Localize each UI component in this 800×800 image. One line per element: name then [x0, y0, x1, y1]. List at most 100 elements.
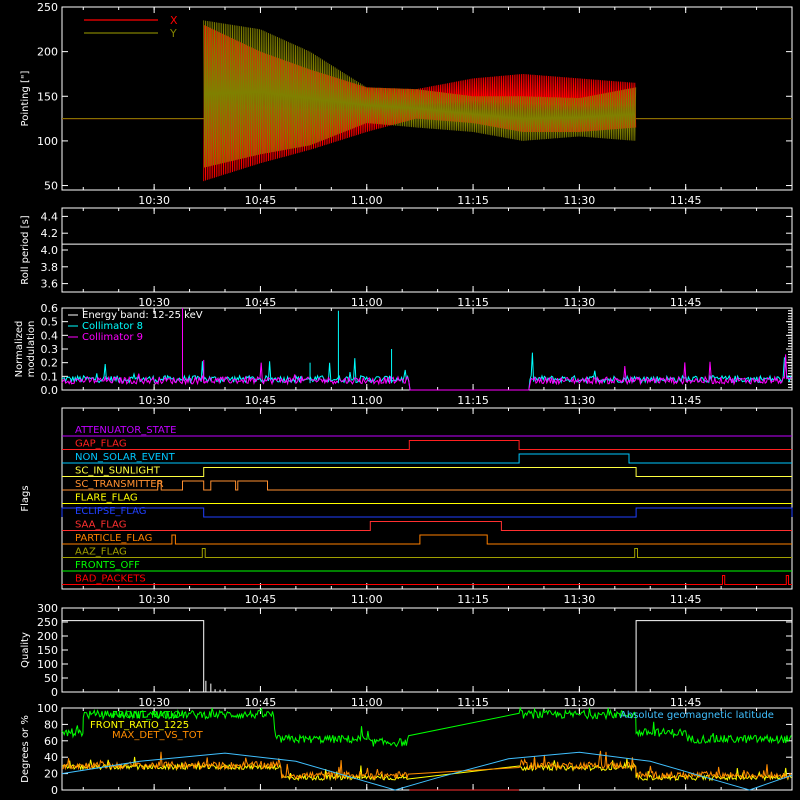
roll-y-tick-label: 4.0	[41, 244, 59, 257]
quality-y-tick-label: 300	[37, 602, 58, 615]
modulation-time-label: 11:30	[564, 394, 596, 407]
flag-label: AAZ_FLAG	[75, 547, 127, 558]
pointing-y-tick-label: 150	[37, 90, 58, 103]
flags-time-label: 11:00	[351, 593, 383, 606]
modulation-series-9	[61, 354, 792, 391]
flags-time-label: 10:45	[245, 593, 277, 606]
flag-line-bad-packets	[62, 575, 792, 585]
quality-time-label: 10:30	[138, 696, 170, 709]
quality-y-tick-label: 50	[44, 672, 58, 685]
modulation-y-tick-label: 0.0	[41, 384, 59, 397]
flag-label: NON_SOLAR_EVENT	[75, 452, 176, 463]
flags-panel: 10:30 10:45 11:00 11:15 11:30 11:45 Flags ATTEN…	[20, 407, 793, 606]
quality-time-label: 11:15	[457, 696, 489, 709]
modulation-time-label: 10:30	[138, 394, 170, 407]
pointing-time-label: 10:45	[245, 194, 277, 207]
roll-time-label: 11:45	[670, 296, 702, 309]
modulation-legend-label: Energy band: 12-25 keV	[82, 310, 203, 321]
degrees-series-geomagnetic-latitude	[61, 751, 793, 791]
flags-time-label: 11:30	[564, 593, 596, 606]
pointing-y-tick-label: 200	[37, 46, 58, 59]
modulation-panel: 10:30 10:45 11:00 11:15 11:30 11:450.00.10.20…	[14, 302, 793, 407]
flag-line-aaz-flag	[62, 548, 792, 558]
flag-line-sc-transmitter	[62, 480, 792, 491]
pointing-time-label: 11:45	[670, 194, 702, 207]
degrees-ylabel: Degrees or %	[20, 715, 31, 783]
roll-y-tick-label: 3.6	[41, 278, 59, 291]
degrees-legend-label: FRONT_RATIO	[112, 710, 181, 721]
flags-time-label: 10:30	[138, 593, 170, 606]
quality-series	[62, 620, 792, 693]
pointing-y-tick-label: 100	[37, 135, 58, 148]
modulation-y-tick-label: 0.3	[41, 343, 59, 356]
roll-y-tick-label: 3.8	[41, 261, 59, 274]
flag-line-saa-flag	[62, 521, 792, 531]
modulation-ylabel: Normalized	[14, 321, 25, 378]
quality-time-label: 11:45	[670, 696, 702, 709]
quality-time-label: 11:30	[564, 696, 596, 709]
modulation-y-tick-label: 0.5	[41, 316, 59, 329]
pointing-legend-label: Y	[169, 27, 177, 40]
flag-line-particle-flag	[62, 534, 792, 545]
roll-panel: 10:30 10:45 11:00 11:15 11:30 11:45 3.6 3.8 4.0 4…	[20, 207, 793, 309]
pointing-time-label: 11:30	[564, 194, 596, 207]
degrees-legend-label: MAX_DET_VS_TOT	[112, 730, 204, 741]
degrees-series-max-det-vs-tot	[61, 750, 792, 781]
pointing-legend-label: X	[170, 14, 178, 27]
pointing-y-tick-label: 50	[44, 180, 58, 193]
flag-line-eclipse-flag	[61, 507, 793, 518]
modulation-time-label: 10:45	[245, 394, 277, 407]
modulation-y-tick-label: 0.1	[41, 370, 59, 383]
pointing-frame	[61, 6, 793, 191]
degrees-y-tick-label: 20	[44, 768, 58, 781]
pointing-ylabel: Pointing ["]	[20, 70, 31, 126]
flags-frame	[61, 407, 793, 590]
quality-ylabel: Quality	[20, 632, 31, 668]
degrees-panel: 0 20 40 60 80 100 Degrees or % FRONT_RATIOFRONT…	[20, 702, 793, 797]
flag-label: ECLIPSE_FLAG	[75, 506, 146, 517]
degrees-y-tick-label: 100	[37, 702, 58, 715]
modulation-ylabel: modulation	[26, 321, 37, 378]
flag-line-sc-in-sunlight	[62, 467, 792, 477]
modulation-y-tick-label: 0.4	[41, 329, 59, 342]
degrees-legend-label: Absolute geomagnetic latitude	[620, 710, 774, 721]
flag-label: ATTENUATOR_STATE	[75, 425, 176, 436]
flag-label: SC_IN_SUNLIGHT	[75, 466, 161, 477]
modulation-time-label: 11:15	[457, 394, 489, 407]
roll-time-label: 10:45	[245, 296, 277, 309]
flags-time-label: 11:15	[457, 593, 489, 606]
degrees-y-tick-label: 0	[51, 784, 58, 797]
roll-ylabel: Roll period [s]	[20, 215, 31, 284]
quality-time-label: 11:00	[351, 696, 383, 709]
flag-line-gap-flag	[62, 440, 792, 450]
flag-label: SC_TRANSMITTER	[75, 479, 164, 490]
roll-time-label: 11:00	[351, 296, 383, 309]
roll-frame	[61, 207, 793, 293]
flag-label: GAP_FLAG	[75, 439, 127, 450]
flag-label: FLARE_FLAG	[75, 493, 138, 504]
degrees-legend-label: FRONT_RATIO_1225	[90, 720, 189, 731]
flag-line-non-solar-event	[62, 453, 792, 464]
degrees-y-tick-label: 60	[44, 735, 58, 748]
degrees-series-front-ratio	[61, 706, 792, 748]
quality-y-tick-label: 250	[37, 616, 58, 629]
flags-ylabel: Flags	[20, 485, 31, 511]
modulation-legend-label: Collimator 8	[82, 321, 143, 332]
pointing-time-label: 11:15	[457, 194, 489, 207]
roll-time-label: 11:15	[457, 296, 489, 309]
quality-y-tick-label: 100	[37, 658, 58, 671]
flag-label: BAD_PACKETS	[75, 574, 146, 585]
modulation-time-label: 11:45	[670, 394, 702, 407]
quality-y-tick-label: 0	[51, 686, 58, 699]
pointing-series-y	[203, 20, 637, 168]
flag-label: SAA_FLAG	[75, 520, 126, 531]
degrees-y-tick-label: 40	[44, 751, 58, 764]
pointing-time-label: 11:00	[351, 194, 383, 207]
pointing-series-x	[203, 25, 637, 182]
pointing-time-label: 10:30	[138, 194, 170, 207]
quality-y-tick-label: 200	[37, 630, 58, 643]
quality-time-label: 10:45	[245, 696, 277, 709]
pointing-y-tick-label: 250	[37, 1, 58, 14]
flag-label: PARTICLE_FLAG	[75, 533, 152, 544]
